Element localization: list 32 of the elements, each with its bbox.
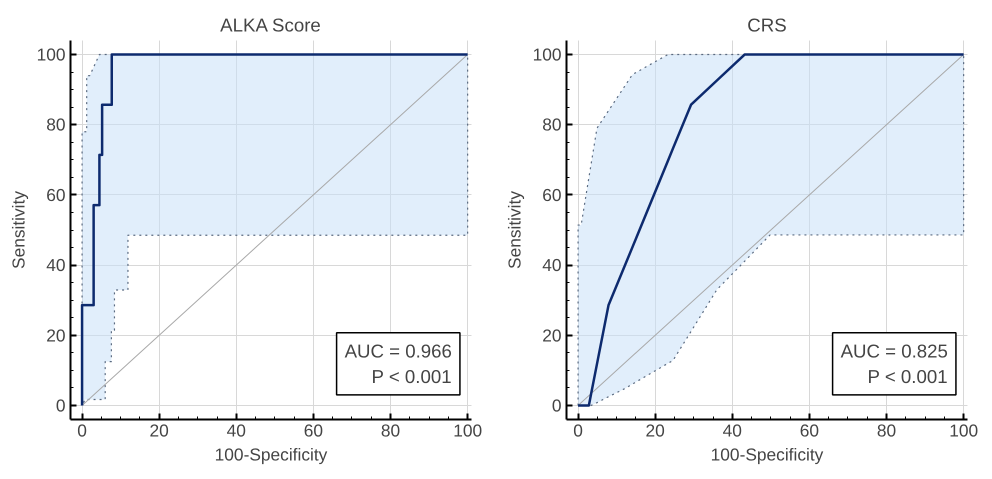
- x-tick-label: 0: [77, 420, 87, 440]
- x-tick-label: 20: [646, 420, 665, 440]
- x-tick-label: 40: [226, 420, 246, 440]
- y-tick-label: 100: [36, 44, 66, 65]
- y-tick-label: 0: [56, 395, 66, 416]
- y-tick-label: 80: [46, 114, 66, 135]
- x-axis-title: 100-Specificity: [214, 444, 328, 464]
- y-tick-label: 100: [532, 44, 562, 65]
- chart-title: ALKA Score: [220, 14, 321, 36]
- x-tick-label: 80: [876, 420, 896, 440]
- x-tick-label: 100: [453, 420, 482, 440]
- x-tick-label: 60: [800, 420, 820, 440]
- x-axis-title: 100-Specificity: [710, 444, 824, 464]
- y-axis-title: Sensitivity: [8, 190, 29, 269]
- y-axis-title: Sensitivity: [504, 190, 525, 269]
- x-tick-label: 60: [304, 420, 324, 440]
- x-tick-label: 0: [573, 420, 583, 440]
- y-tick-label: 20: [542, 325, 562, 346]
- y-tick-label: 80: [542, 114, 562, 135]
- chart-title: CRS: [747, 14, 787, 36]
- x-tick-label: 20: [150, 420, 169, 440]
- y-tick-label: 20: [46, 325, 66, 346]
- y-tick-label: 40: [46, 255, 66, 276]
- x-tick-label: 100: [949, 420, 978, 440]
- y-tick-label: 60: [542, 184, 562, 205]
- y-tick-label: 60: [46, 184, 66, 205]
- y-tick-label: 0: [552, 395, 562, 416]
- annotation: AUC = 0.825 P < 0.001: [840, 340, 948, 387]
- annotation: AUC = 0.966 P < 0.001: [344, 340, 452, 387]
- x-tick-label: 40: [722, 420, 742, 440]
- y-tick-label: 40: [542, 255, 562, 276]
- x-tick-label: 80: [380, 420, 400, 440]
